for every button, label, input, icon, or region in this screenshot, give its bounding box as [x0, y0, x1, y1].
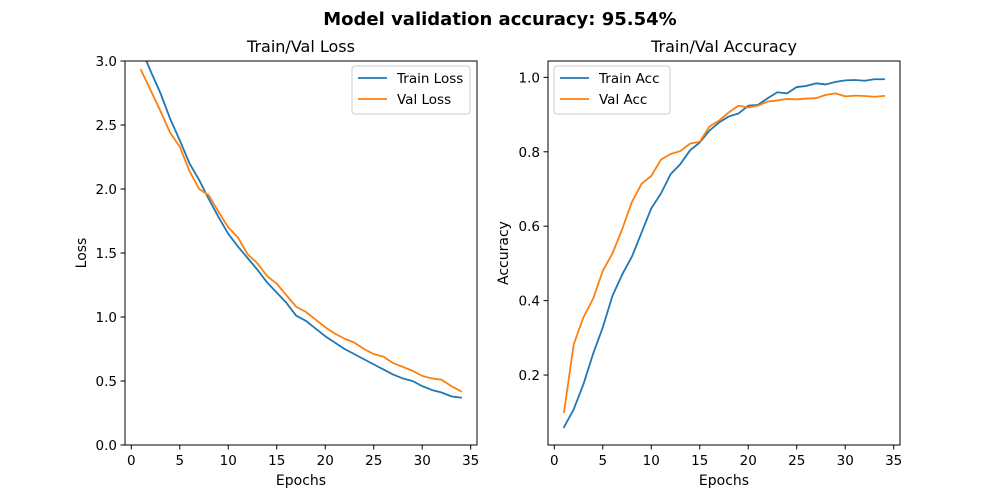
accuracy-chart-ylabel: Accuracy [496, 221, 512, 285]
loss-ytick-label: 0.5 [96, 374, 117, 390]
acc-xtick-label: 15 [691, 453, 708, 469]
loss-chart-ticks: 0 5 10 15 20 25 30 35 0.0 0.5 1.0 1.5 2.0 2.5 3.0 [96, 54, 480, 469]
acc-xtick-label: 25 [788, 453, 805, 469]
accuracy-chart: Train/Val Accuracy Epochs Accuracy 0 5 10 1… [496, 37, 902, 489]
acc-xtick-label: 10 [643, 453, 660, 469]
loss-chart-ylabel: Loss [74, 238, 90, 269]
accuracy-chart-title: Train/Val Accuracy [650, 37, 797, 56]
acc-ytick-label: 1.0 [519, 70, 540, 86]
loss-xtick-label: 30 [414, 453, 431, 469]
loss-legend-label-train: Train Loss [396, 71, 463, 87]
loss-chart-frame [124, 60, 478, 446]
acc-xtick-label: 5 [598, 453, 607, 469]
loss-ytick-label: 1.5 [96, 246, 117, 262]
loss-ytick-label: 2.0 [96, 182, 117, 198]
acc-legend-label-val: Val Acc [599, 92, 647, 108]
acc-ytick-label: 0.6 [519, 219, 540, 235]
acc-xtick-label: 0 [550, 453, 559, 469]
loss-legend-label-val: Val Loss [397, 92, 451, 108]
acc-xtick-label: 35 [885, 453, 902, 469]
loss-xtick-label: 0 [127, 453, 136, 469]
acc-xtick-label: 20 [740, 453, 757, 469]
loss-xtick-label: 25 [365, 453, 382, 469]
loss-xtick-label: 10 [220, 453, 237, 469]
loss-xtick-label: 20 [317, 453, 334, 469]
acc-legend-label-train: Train Acc [598, 71, 660, 87]
acc-series-val-acc [562, 92, 885, 414]
loss-chart-title: Train/Val Loss [246, 37, 355, 56]
loss-ytick-label: 3.0 [96, 54, 117, 70]
acc-series-train-acc [562, 78, 885, 429]
loss-xtick-label: 15 [268, 453, 285, 469]
accuracy-chart-ticks: 0 5 10 15 20 25 30 35 0.2 0.4 0.6 0.8 1.0 [519, 70, 903, 469]
loss-series-val-loss [139, 68, 463, 393]
acc-ytick-label: 0.2 [519, 368, 540, 384]
loss-ytick-label: 2.5 [96, 118, 117, 134]
loss-xtick-label: 5 [175, 453, 184, 469]
loss-chart-series [139, 61, 463, 399]
figure-suptitle: Model validation accuracy: 95.54% [323, 9, 676, 30]
accuracy-chart-frame [547, 60, 901, 446]
accuracy-chart-xlabel: Epochs [699, 473, 749, 489]
loss-ytick-label: 1.0 [96, 310, 117, 326]
loss-chart-xlabel: Epochs [276, 473, 326, 489]
loss-xtick-label: 35 [462, 453, 479, 469]
acc-ytick-label: 0.4 [519, 294, 540, 310]
accuracy-chart-series [562, 78, 885, 429]
acc-xtick-label: 30 [837, 453, 854, 469]
acc-ytick-label: 0.8 [519, 145, 540, 161]
loss-chart: Train/Val Loss Epochs Loss 0 5 10 15 20 25 30 3… [74, 37, 479, 489]
loss-chart-legend: Train Loss Val Loss [351, 65, 471, 115]
loss-series-train-loss [145, 61, 463, 399]
loss-ytick-label: 0.0 [96, 438, 117, 454]
accuracy-chart-legend: Train Acc Val Acc [553, 65, 671, 115]
